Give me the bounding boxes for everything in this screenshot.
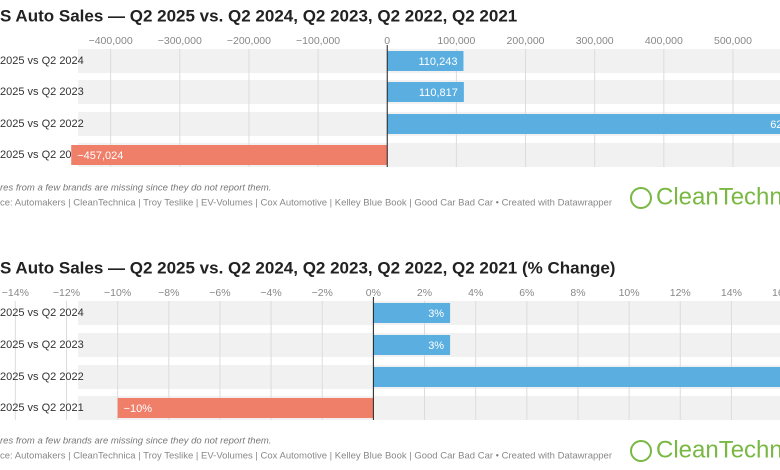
chart-title: S Auto Sales — Q2 2025 vs. Q2 2024, Q2 2…: [0, 6, 517, 25]
bar: [387, 82, 464, 102]
value-label: −10%: [124, 403, 153, 415]
category-label: 2025 vs Q2 2022: [0, 371, 84, 383]
x-tick-label: 10%: [619, 287, 640, 299]
bar: [71, 145, 388, 165]
x-tick-label: 16%: [772, 287, 780, 299]
x-tick-label: 14%: [721, 287, 742, 299]
x-tick-label: −10%: [104, 287, 131, 299]
logo-icon: [630, 187, 652, 209]
category-label: 2025 vs Q2 2022: [0, 118, 84, 130]
x-tick-label: 8%: [570, 287, 585, 299]
bar: [387, 114, 780, 134]
x-tick-label: 200,000: [507, 35, 545, 47]
category-label: 2025 vs Q2 2024: [0, 55, 84, 67]
x-tick-label: −4%: [260, 287, 281, 299]
bar: [373, 367, 780, 387]
x-tick-label: 100,000: [437, 35, 475, 47]
x-tick-label: 500,000: [714, 35, 752, 47]
x-tick-label: −14%: [2, 287, 29, 299]
x-tick-label: 300,000: [576, 35, 614, 47]
x-tick-label: 400,000: [645, 35, 683, 47]
category-label: 2025 vs Q2 2021: [0, 402, 84, 414]
x-tick-label: −200,000: [227, 35, 271, 47]
x-tick-label: −12%: [53, 287, 80, 299]
category-label: 2025 vs Q2 2024: [0, 307, 84, 319]
bar: [373, 303, 451, 323]
x-tick-label: −8%: [158, 287, 179, 299]
bar: [117, 398, 374, 418]
x-tick-label: 4%: [468, 287, 483, 299]
value-label: −457,024: [77, 150, 123, 162]
bar: [387, 51, 464, 71]
note: res from a few brands are missing since …: [0, 183, 271, 194]
value-label: 3%: [428, 340, 444, 352]
value-label: 110,817: [419, 87, 458, 99]
x-tick-label: −100,000: [296, 35, 340, 47]
category-label: 2025 vs Q2 2021: [0, 149, 84, 161]
category-label: 2025 vs Q2 2023: [0, 339, 84, 351]
logo: CleanTechni: [656, 436, 780, 463]
x-tick-label: 0%: [366, 287, 381, 299]
value-label: 110,243: [419, 56, 458, 68]
logo: CleanTechni: [656, 183, 780, 210]
x-tick-label: −300,000: [158, 35, 202, 47]
x-tick-label: −6%: [209, 287, 230, 299]
value-label: 620,000: [770, 119, 780, 131]
x-tick-label: −400,000: [89, 35, 133, 47]
chart-title: S Auto Sales — Q2 2025 vs. Q2 2024, Q2 2…: [0, 258, 615, 277]
note: res from a few brands are missing since …: [0, 436, 271, 447]
x-tick-label: 12%: [670, 287, 691, 299]
x-tick-label: 2%: [417, 287, 432, 299]
logo-icon: [630, 440, 652, 462]
bar: [373, 335, 451, 355]
category-label: 2025 vs Q2 2023: [0, 86, 84, 98]
x-tick-label: 0: [384, 35, 390, 47]
source: ce: Automakers | CleanTechnica | Troy Te…: [0, 451, 612, 462]
value-label: 3%: [428, 308, 444, 320]
x-tick-label: 6%: [519, 287, 534, 299]
x-tick-label: −2%: [312, 287, 333, 299]
source: ce: Automakers | CleanTechnica | Troy Te…: [0, 198, 612, 209]
